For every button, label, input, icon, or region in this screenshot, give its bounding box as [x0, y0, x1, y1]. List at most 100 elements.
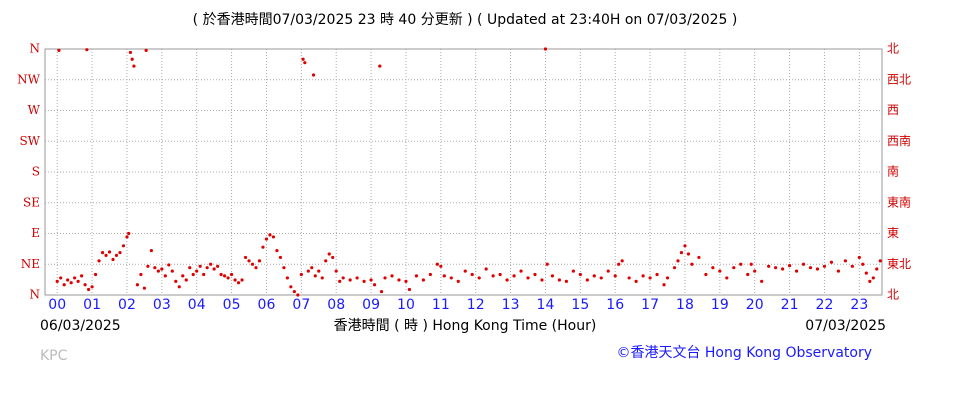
credit: KPC — [40, 348, 68, 364]
point — [250, 262, 255, 266]
point — [767, 264, 771, 268]
point — [801, 262, 806, 266]
x-tick-label: 02 — [118, 297, 136, 313]
point — [753, 269, 757, 273]
point — [746, 272, 750, 277]
point — [397, 278, 401, 282]
point — [170, 269, 174, 273]
point — [760, 279, 764, 283]
point — [240, 278, 244, 282]
point — [641, 274, 645, 278]
point — [202, 272, 206, 277]
point — [439, 264, 443, 268]
point — [725, 276, 729, 280]
point — [163, 274, 167, 278]
point — [278, 255, 283, 260]
point — [526, 276, 530, 280]
x-tick-label: 15 — [571, 297, 589, 313]
point — [545, 262, 549, 266]
point — [338, 279, 342, 283]
y2-tick-label: 北 — [887, 42, 899, 56]
point — [627, 276, 631, 280]
point — [369, 278, 373, 282]
x-axis-label: 香港時間 ( 時 ) Hong Kong Time (Hour) — [334, 318, 597, 334]
point — [209, 262, 213, 266]
point — [146, 264, 150, 268]
point — [794, 269, 799, 273]
y2-tick-label: 西南 — [887, 133, 911, 148]
y2-tick-label: 西北 — [887, 72, 911, 86]
point — [634, 279, 638, 283]
point — [421, 278, 425, 282]
point — [86, 287, 91, 292]
point — [372, 283, 377, 287]
point — [73, 276, 77, 280]
point — [317, 269, 321, 273]
point — [533, 272, 537, 277]
point — [697, 255, 701, 260]
point — [864, 271, 868, 275]
point — [188, 266, 192, 270]
point — [871, 276, 875, 280]
y2-tick-label: 東 — [887, 226, 899, 240]
point — [331, 255, 335, 260]
point — [247, 259, 251, 263]
point — [85, 48, 89, 52]
point — [362, 279, 366, 283]
point — [718, 269, 722, 273]
point — [683, 244, 687, 248]
point — [564, 279, 568, 283]
x-tick-label: 06 — [258, 297, 276, 313]
point — [571, 269, 575, 273]
point — [55, 279, 59, 283]
point — [107, 250, 112, 254]
point — [132, 64, 136, 68]
point — [76, 279, 80, 283]
point — [299, 272, 303, 277]
point — [177, 285, 181, 289]
point — [93, 272, 98, 277]
x-tick-label: 10 — [397, 297, 415, 313]
point — [198, 264, 202, 268]
point — [97, 259, 101, 263]
x-tick-label: 08 — [327, 297, 345, 313]
point — [223, 274, 227, 278]
point — [156, 269, 160, 273]
date-end: 07/03/2025 — [805, 318, 886, 334]
x-tick-label: 23 — [850, 297, 868, 313]
point — [676, 259, 680, 263]
point — [59, 276, 63, 280]
point — [690, 262, 694, 266]
point — [648, 276, 652, 280]
point — [83, 283, 87, 287]
point — [822, 264, 827, 268]
y-tick-label: E — [31, 226, 40, 240]
point — [233, 278, 237, 282]
point — [875, 267, 879, 271]
x-tick-label: 17 — [641, 297, 659, 313]
point — [289, 285, 293, 289]
point — [320, 276, 324, 280]
point — [665, 276, 670, 280]
point — [205, 266, 209, 270]
point — [243, 255, 248, 260]
point — [257, 259, 262, 263]
point — [195, 269, 199, 273]
x-tick-label: 00 — [48, 297, 66, 313]
x-tick-label: 07 — [292, 297, 310, 313]
point — [808, 266, 813, 270]
point — [216, 264, 220, 268]
x-tick-label: 20 — [746, 297, 764, 313]
point — [505, 278, 509, 282]
x-tick-label: 01 — [83, 297, 101, 313]
point — [149, 248, 153, 253]
point — [139, 272, 143, 277]
point — [311, 73, 316, 77]
point — [236, 281, 241, 285]
point — [62, 283, 66, 287]
point — [868, 279, 872, 283]
x-tick-label: 04 — [188, 297, 206, 313]
y-tick-label: SE — [23, 195, 40, 209]
point — [127, 231, 131, 236]
